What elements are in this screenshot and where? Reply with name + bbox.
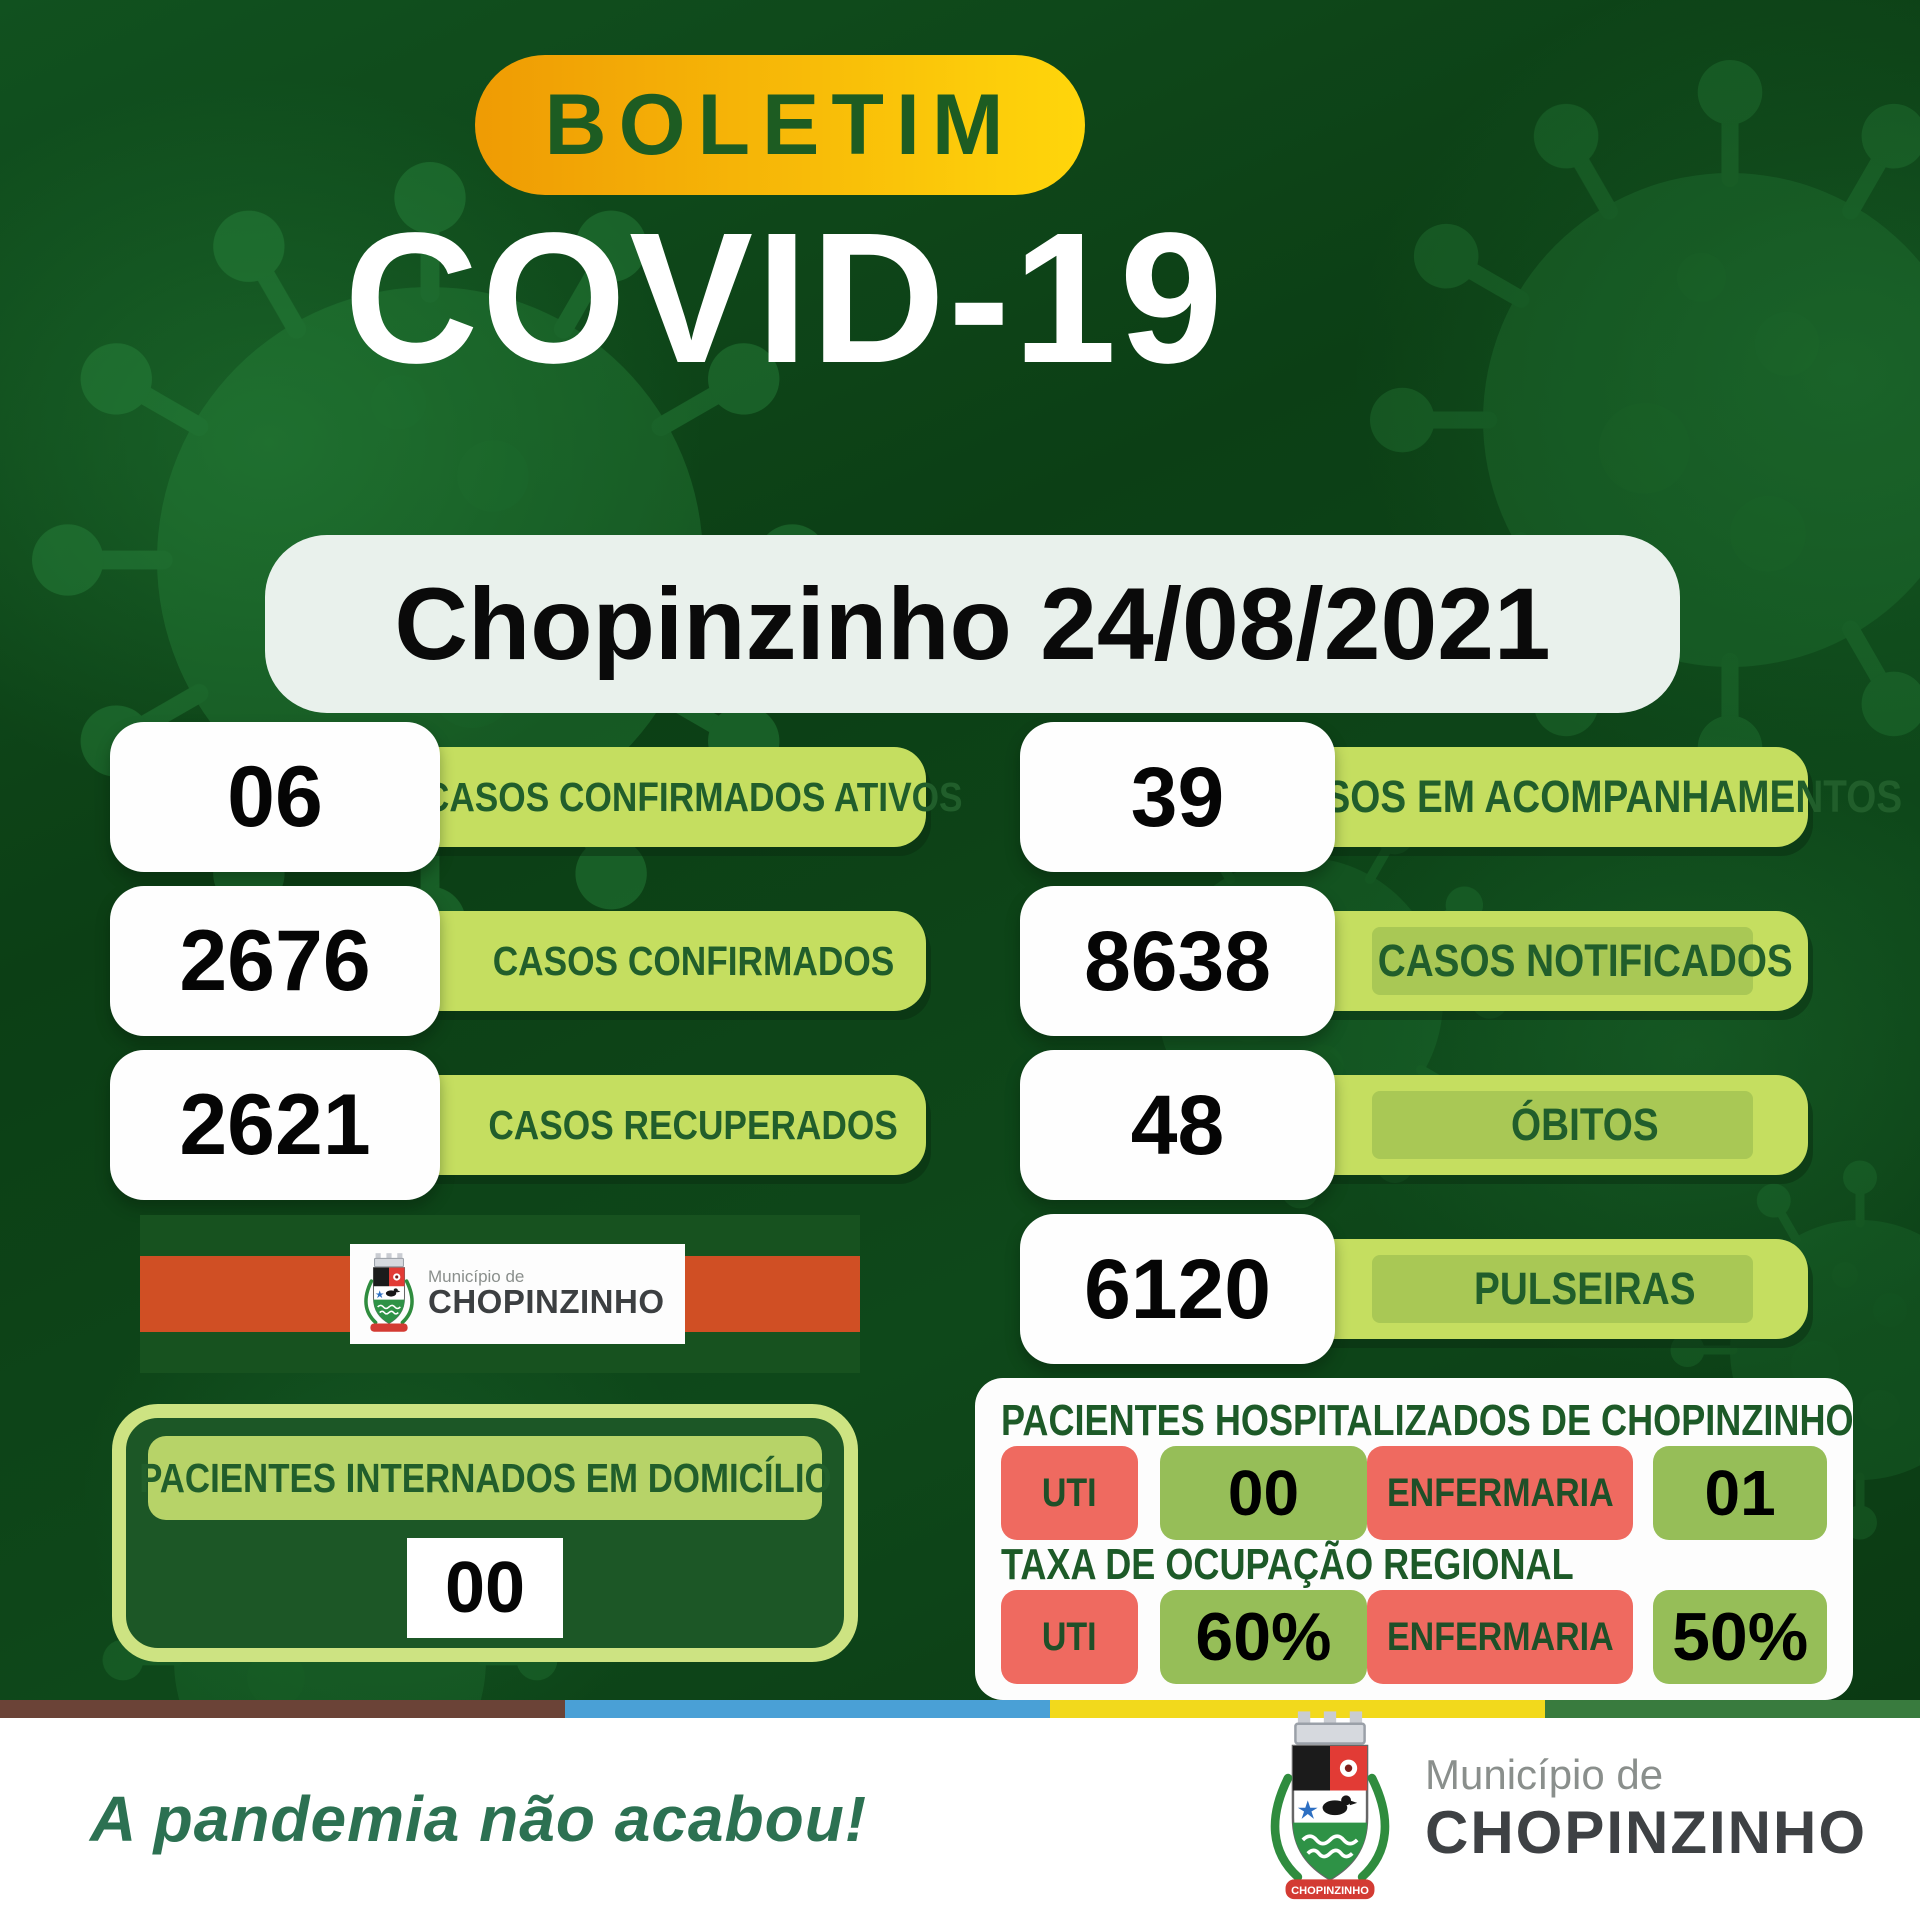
pill-inner-shade bbox=[1372, 1091, 1753, 1159]
hospitalized-card: PACIENTES HOSPITALIZADOS DE CHOPINZINHO … bbox=[975, 1378, 1854, 1700]
stat-label: CASOS CONFIRMADOS ATIVOS bbox=[423, 773, 963, 820]
stat-value-box: 2621 bbox=[110, 1050, 440, 1200]
stat-row-notificados: CASOS NOTIFICADOS 8638 bbox=[1020, 886, 1810, 1036]
occupancy-enfermaria-pill: ENFERMARIA bbox=[1366, 1590, 1634, 1684]
occupancy-uti-label: UTI bbox=[1042, 1614, 1098, 1659]
occupancy-enfermaria-value-pill: 50% bbox=[1653, 1590, 1827, 1684]
uti-value-pill: 00 bbox=[1160, 1446, 1367, 1540]
hospitalized-row: UTI 00 ENFERMARIA 01 bbox=[1001, 1446, 1827, 1540]
stat-row-pulseiras: PULSEIRAS 6120 bbox=[1020, 1214, 1810, 1364]
divider-strip-blue bbox=[565, 1700, 1050, 1718]
home-care-label: PACIENTES INTERNADOS EM DOMICÍLIO bbox=[138, 1454, 832, 1501]
occupancy-enfermaria-label: ENFERMARIA bbox=[1386, 1614, 1614, 1659]
home-care-label-bar: PACIENTES INTERNADOS EM DOMICÍLIO bbox=[139, 1436, 831, 1520]
stat-label-pill: CASOS RECUPERADOS bbox=[400, 1075, 926, 1175]
stat-label: CASOS CONFIRMADOS bbox=[492, 937, 894, 984]
flag-name: CHOPINZINHO bbox=[428, 1283, 665, 1321]
stat-row-confirmados: CASOS CONFIRMADOS 2676 bbox=[110, 886, 926, 1036]
stat-row-recuperados: CASOS RECUPERADOS 2621 bbox=[110, 1050, 926, 1200]
occupancy-uti-pill: UTI bbox=[1001, 1590, 1139, 1684]
stat-label: CASOS EM ACOMPANHAMENTOS bbox=[1268, 771, 1902, 822]
ribbon-text: CHOPINZINHO bbox=[1291, 1885, 1369, 1897]
stat-value-box: 06 bbox=[110, 722, 440, 872]
stat-value-box: 6120 bbox=[1020, 1214, 1335, 1364]
org-caption: Município de bbox=[1425, 1751, 1664, 1798]
uti-label: UTI bbox=[1042, 1470, 1098, 1515]
stat-value-box: 48 bbox=[1020, 1050, 1335, 1200]
occupancy-row: UTI 60% ENFERMARIA 50% bbox=[1001, 1590, 1827, 1684]
hospitalized-title: PACIENTES HOSPITALIZADOS DE CHOPINZINHO bbox=[1001, 1396, 1854, 1445]
home-care-value-box: 00 bbox=[407, 1538, 563, 1638]
location-date-banner: Chopinzinho 24/08/2021 bbox=[265, 535, 1680, 713]
stat-label-pill: CASOS CONFIRMADOS ATIVOS bbox=[400, 747, 962, 847]
divider-strip-brown bbox=[0, 1700, 565, 1718]
covid19-title: COVID-19 bbox=[344, 195, 1226, 402]
stat-row-confirmados-ativos: CASOS CONFIRMADOS ATIVOS 06 bbox=[110, 722, 962, 872]
stat-label: PULSEIRAS bbox=[1474, 1263, 1696, 1314]
pill-inner-shade bbox=[1372, 1255, 1753, 1323]
flag-caption: Município de bbox=[428, 1267, 525, 1287]
coat-of-arms-icon: CHOPINZINHO bbox=[1270, 1711, 1390, 1900]
uti-pill: UTI bbox=[1001, 1446, 1139, 1540]
flag-wordmark: Município de CHOPINZINHO bbox=[428, 1268, 665, 1320]
boletim-badge: BOLETIM bbox=[475, 55, 1085, 195]
stat-label: CASOS NOTIFICADOS bbox=[1377, 935, 1793, 986]
coat-of-arms-icon bbox=[364, 1253, 414, 1332]
divider-strip-yellow bbox=[1050, 1700, 1545, 1718]
stat-row-acompanhamentos: CASOS EM ACOMPANHAMENTOS 39 bbox=[1020, 722, 1902, 872]
stat-label: CASOS RECUPERADOS bbox=[488, 1101, 898, 1148]
enfermaria-value-pill: 01 bbox=[1653, 1446, 1827, 1540]
org-wordmark: Município de CHOPINZINHO bbox=[1425, 1751, 1867, 1867]
flag-center-panel: Município de CHOPINZINHO bbox=[350, 1244, 685, 1344]
stat-label-pill: CASOS CONFIRMADOS bbox=[400, 911, 926, 1011]
home-care-box: PACIENTES INTERNADOS EM DOMICÍLIO 00 bbox=[112, 1404, 858, 1662]
stat-value-box: 8638 bbox=[1020, 886, 1335, 1036]
pill-inner-shade bbox=[1372, 927, 1753, 995]
stat-value-box: 39 bbox=[1020, 722, 1335, 872]
enfermaria-pill: ENFERMARIA bbox=[1366, 1446, 1634, 1540]
org-name: CHOPINZINHO bbox=[1425, 1799, 1867, 1867]
enfermaria-label: ENFERMARIA bbox=[1386, 1470, 1614, 1515]
stat-value-box: 2676 bbox=[110, 886, 440, 1036]
occupancy-uti-value-pill: 60% bbox=[1160, 1590, 1367, 1684]
stat-row-obitos: ÓBITOS 48 bbox=[1020, 1050, 1810, 1200]
municipal-flag: Município de CHOPINZINHO bbox=[140, 1215, 860, 1373]
divider-strip-green bbox=[1545, 1700, 1920, 1718]
poster-background: BOLETIM COVID-19 Chopinzinho 24/08/2021 … bbox=[0, 0, 1920, 1700]
footer-message: A pandemia não acabou! bbox=[90, 1783, 868, 1855]
stat-label: ÓBITOS bbox=[1511, 1099, 1659, 1150]
occupancy-title: TAXA DE OCUPAÇÃO REGIONAL bbox=[1001, 1540, 1574, 1589]
